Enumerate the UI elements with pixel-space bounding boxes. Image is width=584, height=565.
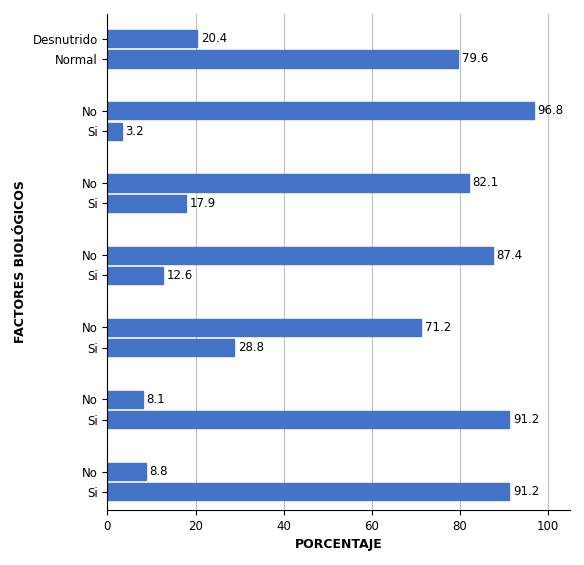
Text: 91.2: 91.2: [513, 485, 539, 498]
Bar: [107, 463, 146, 480]
Text: 87.4: 87.4: [496, 249, 522, 262]
Bar: [107, 50, 458, 68]
Text: 79.6: 79.6: [462, 53, 488, 66]
Bar: [107, 267, 163, 284]
Bar: [107, 339, 234, 356]
Bar: [107, 102, 534, 119]
Text: 17.9: 17.9: [190, 197, 216, 210]
Bar: [107, 30, 197, 47]
Text: 8.1: 8.1: [147, 393, 165, 406]
Text: 71.2: 71.2: [425, 321, 451, 334]
Text: 91.2: 91.2: [513, 413, 539, 426]
Text: 96.8: 96.8: [537, 105, 564, 118]
Text: 8.8: 8.8: [150, 465, 168, 478]
Text: 20.4: 20.4: [201, 32, 227, 45]
Y-axis label: FACTORES BIOLÓGICOS: FACTORES BIOLÓGICOS: [14, 180, 27, 344]
Bar: [107, 411, 509, 428]
Bar: [107, 483, 509, 501]
Bar: [107, 195, 186, 212]
Text: 3.2: 3.2: [125, 125, 144, 138]
Text: 82.1: 82.1: [472, 176, 499, 189]
Bar: [107, 391, 143, 408]
Bar: [107, 175, 469, 192]
Text: 12.6: 12.6: [166, 269, 193, 282]
Bar: [107, 246, 492, 264]
Bar: [107, 123, 121, 140]
X-axis label: PORCENTAJE: PORCENTAJE: [295, 538, 383, 551]
Bar: [107, 319, 421, 336]
Text: 28.8: 28.8: [238, 341, 264, 354]
